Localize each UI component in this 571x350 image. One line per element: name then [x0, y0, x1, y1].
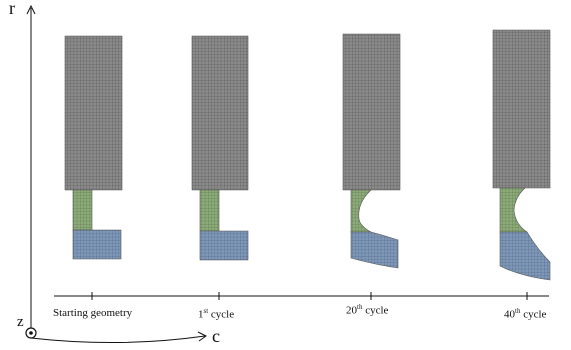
middle-mesh-2: [350, 189, 372, 233]
stage-2-superscript: th: [357, 303, 363, 311]
mesh-20th-cycle: [342, 33, 401, 269]
stage-1-number: 1: [198, 308, 204, 321]
middle-mesh-0: [72, 189, 93, 231]
stage-2-suffix: cycle: [362, 304, 389, 317]
upper-mesh-0: [64, 35, 123, 191]
stage-2-number: 20: [346, 304, 357, 317]
upper-mesh-1: [191, 35, 249, 191]
upper-mesh-2: [342, 33, 401, 191]
z-axis-label: z: [17, 314, 24, 330]
upper-mesh-3: [492, 29, 551, 189]
middle-mesh-1: [199, 189, 220, 232]
lower-mesh-2: [350, 231, 399, 269]
stage-label-20th-cycle: 20th cycle: [346, 303, 388, 317]
stage-label-40th-cycle: 40th cycle: [504, 307, 546, 321]
mesh-40th-cycle: [492, 29, 551, 281]
stage-label-1st-cycle: 1st cycle: [198, 307, 234, 321]
lower-mesh-0: [72, 229, 122, 260]
lower-mesh-1: [199, 230, 249, 261]
mesh-starting-geometry: [64, 35, 123, 260]
middle-mesh-3: [499, 187, 528, 233]
lower-mesh-3: [499, 231, 551, 281]
z-axis-dot: [29, 331, 33, 335]
stage-label-starting-geometry: Starting geometry: [53, 307, 133, 319]
c-axis-label: c: [212, 326, 220, 346]
stage-3-superscript: th: [515, 307, 521, 315]
c-axis-arc: [30, 335, 206, 344]
r-axis-arrowhead: [26, 4, 36, 15]
r-axis-label: r: [9, 0, 15, 18]
stage-3-suffix: cycle: [520, 308, 547, 321]
stage-1-superscript: st: [203, 307, 209, 315]
stage-1-suffix: cycle: [208, 308, 235, 321]
c-axis-arrowhead: [197, 331, 207, 342]
mesh-1st-cycle: [191, 35, 249, 261]
stage-3-number: 40: [504, 308, 515, 321]
